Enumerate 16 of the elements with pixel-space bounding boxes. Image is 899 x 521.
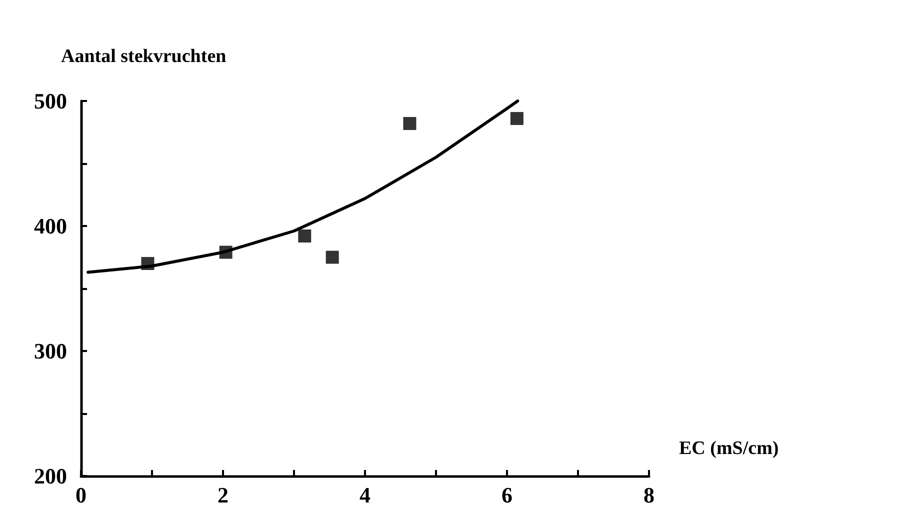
point: [403, 117, 416, 130]
x-tick-label: 8: [644, 482, 654, 508]
line-series: [86, 100, 520, 274]
x-tick-label: 2: [218, 482, 228, 508]
x-tick-label: 0: [76, 482, 86, 508]
point: [326, 250, 339, 264]
point: [298, 230, 312, 242]
y-tick-label: 200: [34, 464, 67, 488]
point: [510, 112, 524, 125]
x-tick-label: 6: [502, 482, 512, 508]
x-axis-title: EC (mS/cm): [679, 438, 779, 459]
y-tick-label: 300: [34, 338, 67, 364]
y-tick-label: 400: [34, 214, 67, 238]
y-axis-title: Aantal stekvruchten: [61, 46, 227, 67]
y-tick-label: 500: [34, 88, 67, 114]
x-tick-label: 4: [360, 482, 370, 508]
